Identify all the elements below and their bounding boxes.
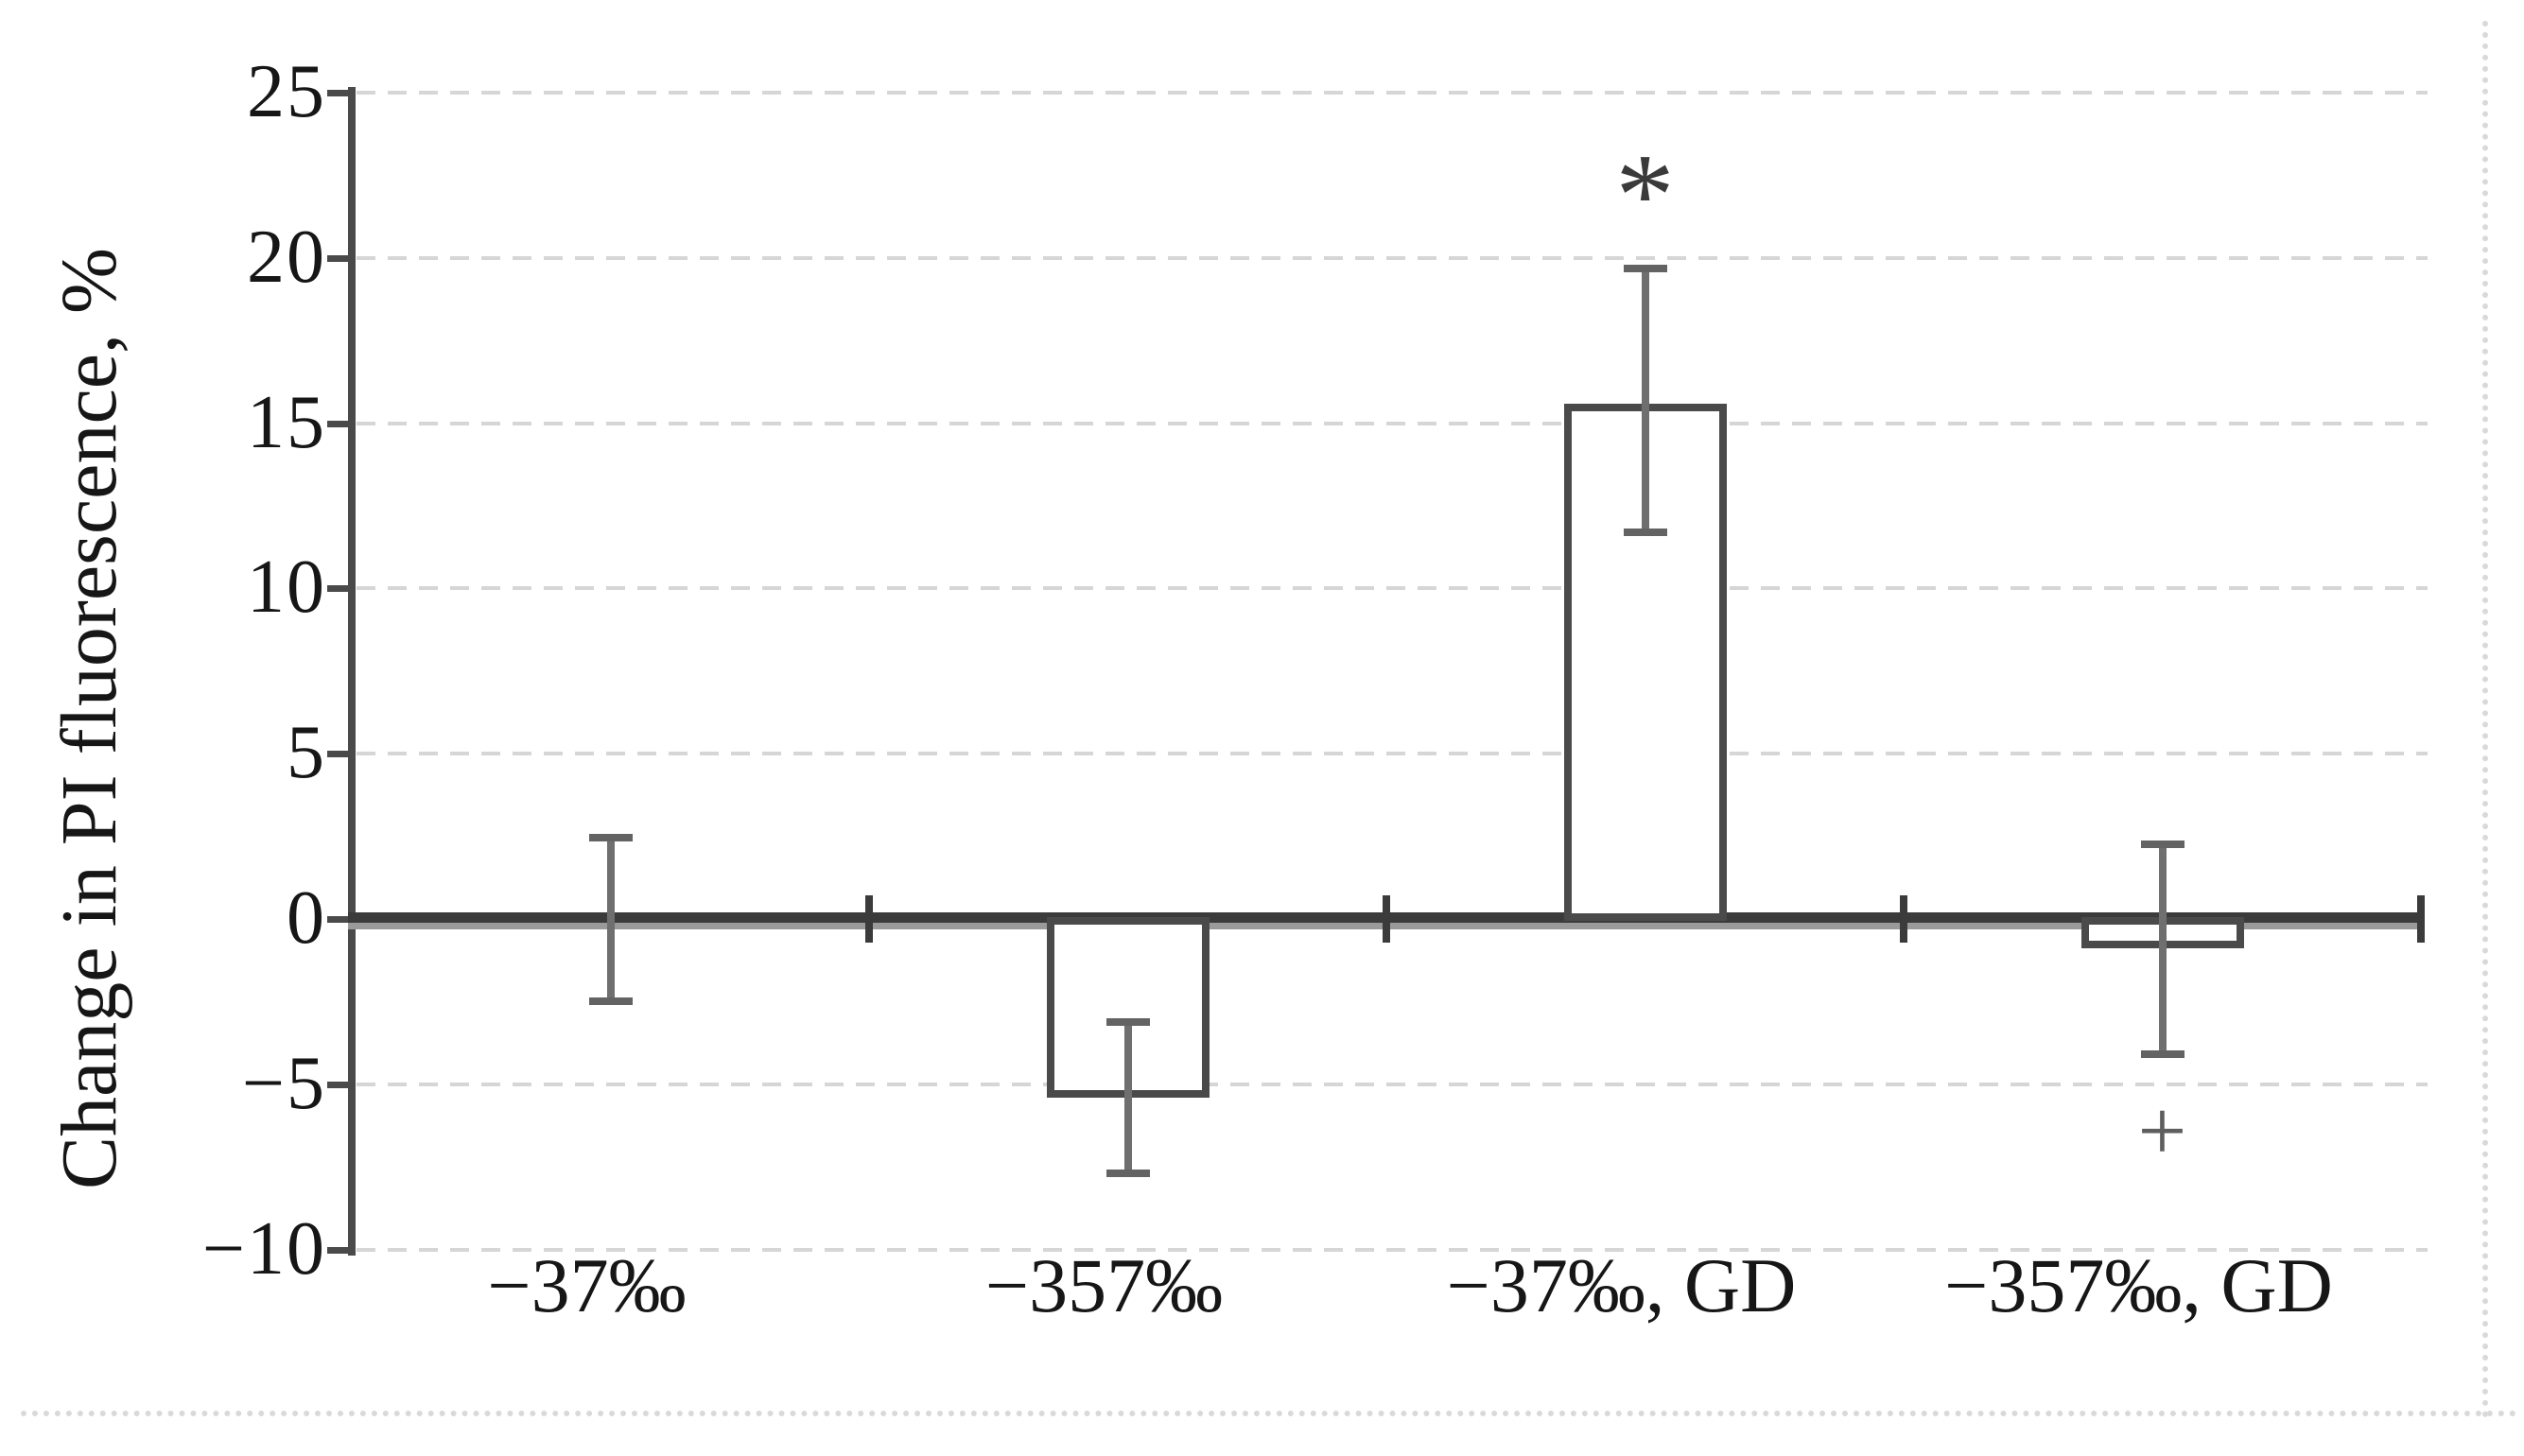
y-tick-label-0: 0	[287, 876, 326, 960]
y-tick-label-20: 20	[247, 215, 326, 299]
error-bar-stem-0	[606, 836, 615, 1002]
y-axis-tick--10	[327, 1246, 356, 1254]
significance-plus-marker: +	[2137, 1082, 2187, 1179]
y-axis-tick-15	[327, 420, 356, 427]
error-bar-cap-bottom-0	[588, 997, 633, 1006]
x-axis-tick-2	[1383, 895, 1390, 943]
x-category-label-2: −37‰, GD	[1446, 1242, 1797, 1328]
y-tick-label-15: 15	[247, 380, 326, 464]
gridline-y--10	[357, 1247, 2428, 1252]
y-tick-label-25: 25	[247, 50, 326, 133]
error-bar-cap-top-3	[2140, 840, 2185, 848]
y-axis-tick-20	[327, 254, 356, 262]
y-axis-line	[348, 87, 356, 1256]
x-axis-tick-3	[1900, 895, 1907, 943]
y-axis-tick-5	[327, 751, 356, 758]
error-bar-cap-top-0	[588, 833, 633, 841]
y-tick-label--5: −5	[241, 1041, 326, 1125]
error-bar-stem-2	[1641, 268, 1649, 532]
error-bar-cap-top-1	[1105, 1018, 1150, 1027]
x-category-label-3: −357‰, GD	[1944, 1242, 2333, 1328]
gridline-y-25	[357, 91, 2428, 95]
figure-right-border	[2482, 21, 2488, 1418]
y-axis-tick--5	[327, 1081, 356, 1088]
gridline-y-10	[357, 586, 2428, 591]
error-bar-cap-bottom-2	[1623, 528, 1667, 536]
gridline-y-5	[357, 752, 2428, 756]
y-axis-tick-10	[327, 585, 356, 593]
gridline-y--5	[357, 1082, 2428, 1086]
gridline-y-20	[357, 255, 2428, 260]
x-category-label-1: −357‰	[984, 1242, 1224, 1328]
x-axis-tick-1	[865, 895, 873, 943]
figure-bottom-border	[21, 1411, 2517, 1416]
y-tick-label--10: −10	[201, 1206, 326, 1291]
error-bar-stem-3	[2158, 842, 2167, 1055]
x-axis-tick-4	[2417, 895, 2425, 943]
y-tick-label-5: 5	[287, 711, 326, 795]
y-axis-tick-25	[327, 90, 356, 96]
gridline-y-15	[357, 421, 2428, 425]
error-bar-cap-top-2	[1623, 265, 1667, 273]
error-bar-stem-1	[1123, 1021, 1132, 1174]
y-axis-tick-0	[327, 916, 356, 923]
error-bar-cap-bottom-3	[2140, 1050, 2185, 1059]
error-bar-cap-bottom-1	[1105, 1170, 1150, 1178]
x-category-label-0: −37‰	[487, 1242, 687, 1328]
significance-asterisk: *	[1615, 130, 1675, 261]
y-tick-label-10: 10	[247, 546, 326, 630]
